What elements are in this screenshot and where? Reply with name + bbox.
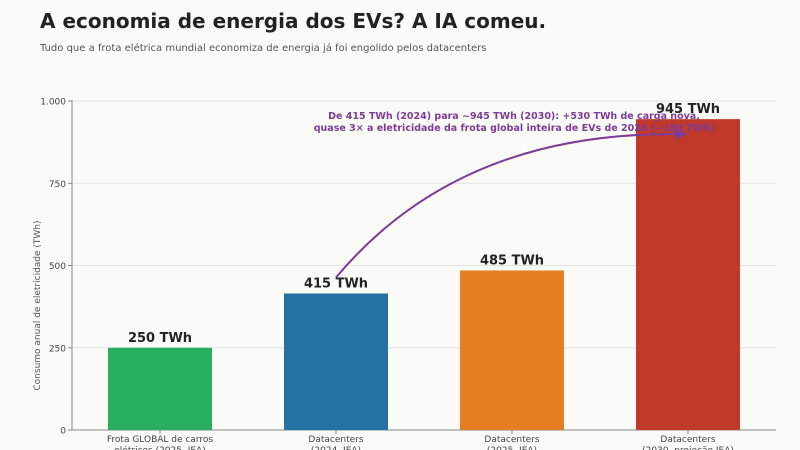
bar [108, 347, 212, 430]
y-axis-label: Consumo anual de eletricidade (TWh) [33, 220, 43, 390]
y-tick-label: 500 [49, 262, 66, 272]
bar-value-label: 250 TWh [128, 331, 192, 346]
annotation-arrowhead [675, 129, 688, 140]
bar-value-label: 485 TWh [480, 253, 544, 268]
x-tick-label: Datacenters [660, 435, 715, 445]
bar [284, 293, 388, 430]
x-tick-label: Datacenters [484, 435, 539, 445]
x-tick-label: (2024, IEA) [311, 446, 361, 450]
y-tick-label: 0 [60, 427, 66, 437]
y-tick-label: 1.000 [40, 98, 66, 108]
bar-value-label: 945 TWh [656, 102, 720, 117]
bar-value-label: 415 TWh [304, 276, 368, 291]
bar [636, 119, 740, 430]
chart-subtitle: Tudo que a frota elétrica mundial econom… [40, 43, 487, 54]
x-tick-label: (2030, projeção IEA) [642, 446, 734, 450]
y-tick-label: 250 [49, 344, 66, 354]
bar [460, 270, 564, 430]
x-tick-label: Frota GLOBAL de carros [107, 435, 214, 445]
y-tick-label: 750 [49, 180, 66, 190]
annotation-arrow-line [335, 133, 677, 279]
annotation-text: De 415 TWh (2024) para ~945 TWh (2030): … [328, 111, 700, 122]
chart-title: A economia de energia dos EVs? A IA come… [40, 9, 547, 33]
x-tick-label: (2025, IEA) [487, 446, 537, 450]
x-tick-label: elétricos (2025, IEA) [114, 445, 205, 450]
x-tick-label: Datacenters [308, 435, 363, 445]
annotation-text: quase 3× a eletricidade da frota global … [314, 123, 715, 134]
